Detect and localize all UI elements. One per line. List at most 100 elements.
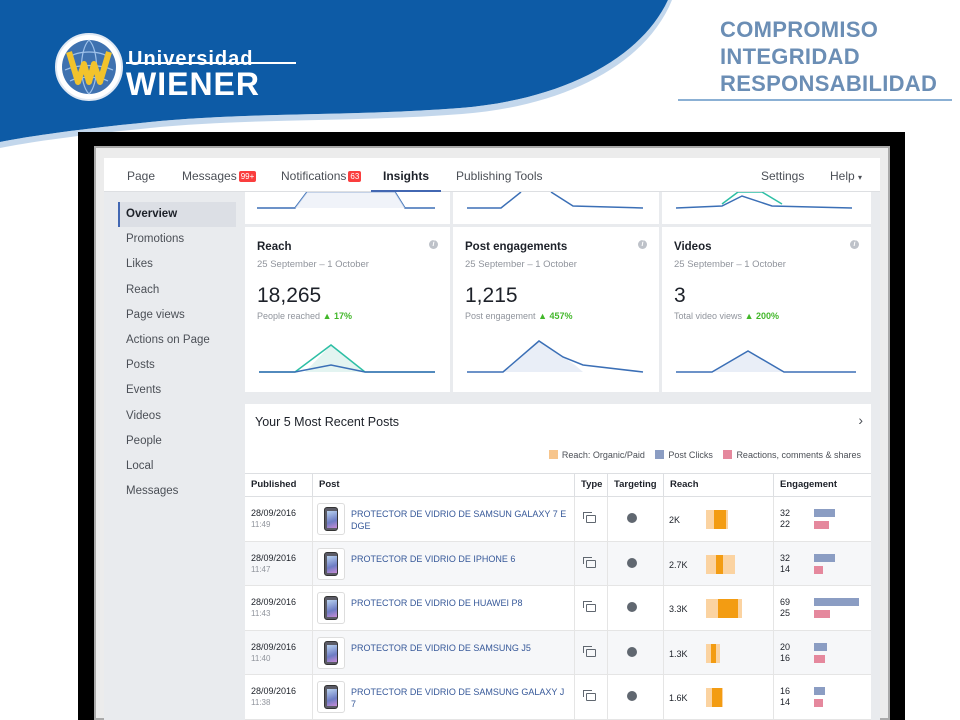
post-clicks-bar bbox=[814, 598, 860, 606]
card-value: 1,215 bbox=[465, 284, 518, 307]
published-cell: 28/09/2016 11:43 bbox=[245, 586, 313, 630]
sidebar-item-actions-on-page[interactable]: Actions on Page bbox=[126, 333, 210, 346]
nav-messages[interactable]: Messages 99+ bbox=[182, 169, 257, 183]
sidebar-item-page-views[interactable]: Page views bbox=[126, 308, 185, 321]
card-title: Videos bbox=[674, 241, 712, 253]
change-indicator: ▲ 200% bbox=[744, 311, 780, 321]
post-clicks-bar bbox=[814, 642, 828, 651]
sidebar-item-messages[interactable]: Messages bbox=[126, 485, 179, 498]
phone-image-icon bbox=[324, 685, 338, 709]
card-date: 25 September – 1 October bbox=[257, 259, 369, 270]
sparkline-videos bbox=[676, 350, 856, 373]
change-indicator: ▲ 457% bbox=[538, 311, 573, 321]
value-compromiso: COMPROMISO bbox=[720, 17, 879, 42]
post-cell: PROTECTOR DE VIDRIO DE SAMSUNG J5 bbox=[313, 630, 575, 675]
published-cell: 28/09/2016 11:38 bbox=[245, 675, 313, 719]
sidebar-item-reach[interactable]: Reach bbox=[126, 283, 160, 296]
posts-legend: Reach: Organic/Paid Post Clicks Reaction… bbox=[541, 450, 861, 460]
post-title-link[interactable]: PROTECTOR DE VIDRIO DE IPHONE 6 bbox=[351, 553, 516, 564]
album-icon bbox=[583, 512, 596, 523]
card-reach[interactable]: Reach i 25 September – 1 October 18,265 … bbox=[245, 227, 450, 392]
nav-insights[interactable]: Insights bbox=[371, 158, 441, 192]
nav-help[interactable]: Help ▾ bbox=[830, 169, 863, 183]
table-row[interactable]: 28/09/2016 11:49 PROTECTOR DE VIDRIO DE SA… bbox=[245, 497, 871, 542]
sidebar-item-events[interactable]: Events bbox=[126, 384, 162, 397]
col-type[interactable]: Type bbox=[575, 474, 608, 496]
sidebar-item-posts[interactable]: Posts bbox=[126, 359, 155, 372]
nav-settings[interactable]: Settings bbox=[761, 169, 805, 183]
post-title-link[interactable]: PROTECTOR DE VIDRIO DE SAMSUNG GALAXY J … bbox=[351, 687, 565, 709]
sidebar-item-videos[interactable]: Videos bbox=[126, 409, 161, 422]
university-logo: Universidad WIENER bbox=[52, 28, 302, 108]
col-published[interactable]: Published bbox=[245, 474, 313, 496]
info-icon[interactable]: i bbox=[638, 240, 647, 249]
sidebar-item-people[interactable]: People bbox=[126, 434, 162, 447]
sparkline-post-engagements bbox=[467, 340, 644, 373]
post-thumbnail[interactable] bbox=[317, 503, 345, 535]
col-targeting[interactable]: Targeting bbox=[608, 474, 664, 496]
table-row[interactable]: 28/09/2016 11:47 PROTECTOR DE VIDRIO DE IP… bbox=[245, 541, 871, 586]
engagement-cell: 16 14 bbox=[774, 675, 871, 719]
reactions-bar bbox=[814, 654, 825, 663]
recent-posts-title: Your 5 Most Recent Posts bbox=[255, 415, 400, 429]
nav-page[interactable]: Page bbox=[127, 169, 156, 183]
table-row[interactable]: 28/09/2016 11:43 PROTECTOR DE VIDRIO DE HU… bbox=[245, 586, 871, 631]
legend-reactions: Reactions, comments & shares bbox=[723, 450, 861, 460]
logo-line-1: Universidad bbox=[128, 48, 254, 70]
globe-icon bbox=[627, 557, 637, 568]
phone-image-icon bbox=[324, 507, 338, 531]
card-title: Reach bbox=[257, 241, 292, 253]
post-thumbnail[interactable] bbox=[317, 592, 345, 624]
post-clicks-bar bbox=[814, 687, 825, 695]
chevron-right-icon[interactable]: › bbox=[858, 412, 863, 428]
post-cell: PROTECTOR DE VIDRIO DE IPHONE 6 bbox=[313, 541, 575, 586]
sidebar-item-local[interactable]: Local bbox=[126, 459, 154, 472]
globe-icon bbox=[627, 602, 637, 612]
sidebar-item-likes[interactable]: Likes bbox=[126, 258, 153, 271]
post-title-link[interactable]: PROTECTOR DE VIDRIO DE SAMSUN GALAXY 7 E… bbox=[351, 509, 567, 531]
value-integridad: INTEGRIDAD bbox=[720, 44, 860, 69]
targeting-cell bbox=[608, 675, 664, 719]
post-date: 28/09/2016 bbox=[251, 686, 297, 696]
reach-cell: 1.6K bbox=[664, 675, 774, 719]
reach-cell: 3.3K bbox=[664, 586, 774, 630]
reach-cell: 2.7K bbox=[664, 541, 774, 586]
nav-publishing-tools[interactable]: Publishing Tools bbox=[456, 169, 543, 183]
post-thumbnail[interactable] bbox=[317, 547, 345, 580]
post-title-link[interactable]: PROTECTOR DE VIDRIO DE SAMSUNG J5 bbox=[351, 642, 531, 653]
album-icon bbox=[583, 556, 596, 568]
type-cell bbox=[575, 497, 608, 541]
table-row[interactable]: 28/09/2016 11:38 PROTECTOR DE VIDRIO DE SA… bbox=[245, 675, 871, 720]
card-videos[interactable]: Videos i 25 September – 1 October 3 Tota… bbox=[662, 227, 871, 392]
targeting-cell bbox=[608, 497, 664, 541]
info-icon[interactable]: i bbox=[429, 240, 438, 249]
col-reach[interactable]: Reach bbox=[664, 474, 774, 496]
reach-bar-paid bbox=[710, 643, 717, 663]
table-row[interactable]: 28/09/2016 11:40 PROTECTOR DE VIDRIO DE SA… bbox=[245, 630, 871, 675]
card-post-engagements[interactable]: Post engagements i 25 September – 1 Octo… bbox=[453, 227, 659, 392]
up-arrow-icon: ▲ bbox=[538, 311, 547, 321]
post-clicks-value: 32 bbox=[780, 552, 791, 563]
insights-sidebar: Overview Promotions Likes Reach Page vie… bbox=[118, 202, 236, 504]
post-date: 28/09/2016 bbox=[251, 641, 297, 652]
phone-image-icon bbox=[324, 596, 338, 620]
engagement-cell: 32 22 bbox=[774, 497, 871, 541]
sidebar-item-overview[interactable]: Overview bbox=[118, 202, 236, 228]
wiener-emblem-icon bbox=[55, 33, 123, 101]
post-clicks-value: 69 bbox=[780, 597, 791, 607]
type-cell bbox=[575, 541, 608, 586]
post-thumbnail[interactable] bbox=[317, 681, 345, 713]
sparkline-reach bbox=[259, 344, 435, 373]
card-date: 25 September – 1 October bbox=[465, 259, 577, 270]
post-date: 28/09/2016 bbox=[251, 508, 297, 518]
sidebar-item-promotions[interactable]: Promotions bbox=[126, 233, 185, 246]
col-engagement[interactable]: Engagement bbox=[780, 479, 838, 490]
nav-notifications[interactable]: Notifications 63 bbox=[281, 169, 362, 183]
info-icon[interactable]: i bbox=[850, 240, 859, 249]
post-clicks-value: 32 bbox=[780, 508, 791, 518]
post-title-link[interactable]: PROTECTOR DE VIDRIO DE HUAWEI P8 bbox=[351, 598, 523, 608]
post-thumbnail[interactable] bbox=[317, 636, 345, 669]
reach-cell: 1.3K bbox=[664, 630, 774, 675]
col-post[interactable]: Post bbox=[313, 474, 575, 496]
